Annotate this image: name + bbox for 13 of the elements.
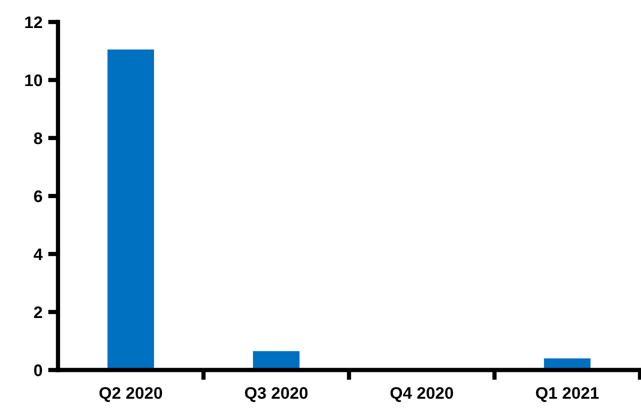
y-tick-label: 4: [34, 248, 43, 260]
y-tick-label: 8: [34, 132, 42, 144]
x-tick-label: Q2 2020: [99, 387, 162, 402]
y-tick-label: 12: [25, 16, 42, 28]
y-tick-label: 2: [34, 306, 42, 318]
y-tick-label: 10: [25, 74, 42, 86]
bar: [252, 351, 300, 370]
x-tick-label: Q1 2021: [536, 387, 599, 402]
y-tick-label: 0: [34, 364, 42, 376]
bar: [107, 50, 154, 370]
x-tick-label: Q3 2020: [244, 387, 308, 402]
x-tick-label: Q4 2020: [390, 387, 454, 402]
y-tick-label: 6: [34, 190, 42, 202]
